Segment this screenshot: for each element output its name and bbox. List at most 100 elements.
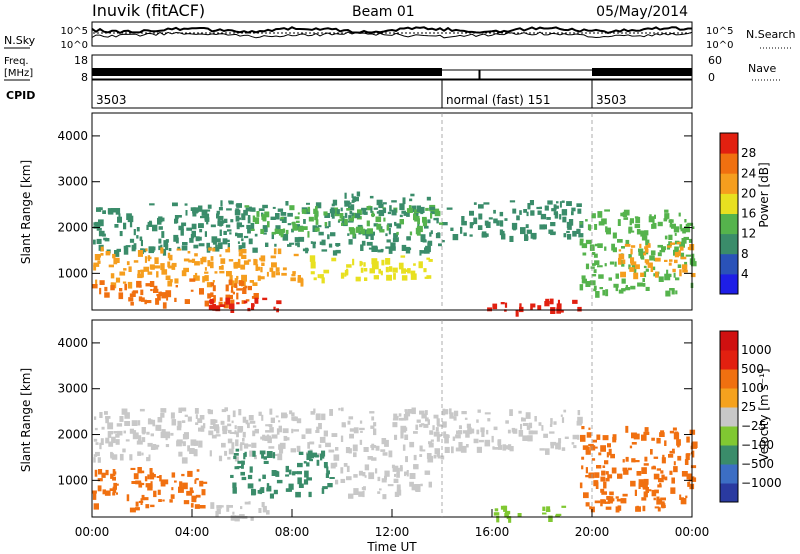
heatmap-cell xyxy=(113,431,119,434)
heatmap-cell xyxy=(657,244,663,248)
heatmap-cell xyxy=(669,259,673,262)
heatmap-cell xyxy=(386,239,391,243)
heatmap-cell xyxy=(243,235,249,239)
heatmap-cell xyxy=(241,476,247,481)
heatmap-cell xyxy=(381,438,387,445)
heatmap-cell xyxy=(461,216,465,222)
heatmap-cell xyxy=(295,242,299,246)
heatmap-cell xyxy=(297,471,302,475)
heatmap-cell xyxy=(290,448,296,453)
heatmap-cell xyxy=(232,410,236,418)
heatmap-cell xyxy=(184,299,190,304)
heatmap-cell xyxy=(402,444,406,451)
heatmap-cell xyxy=(100,246,104,251)
heatmap-cell xyxy=(315,430,320,433)
x-tick-label: 08:00 xyxy=(275,525,310,539)
heatmap-cell xyxy=(422,216,427,223)
heatmap-cell xyxy=(158,245,162,251)
heatmap-cell xyxy=(195,414,198,419)
heatmap-cell xyxy=(145,504,150,509)
heatmap-cell xyxy=(373,428,377,436)
heatmap-cell xyxy=(110,282,114,285)
heatmap-cell xyxy=(165,275,171,280)
y-tick-label: 2000 xyxy=(57,221,88,235)
heatmap-cell xyxy=(92,493,97,500)
heatmap-cell xyxy=(331,257,337,262)
heatmap-cell xyxy=(652,465,656,469)
heatmap-cell xyxy=(186,490,193,496)
heatmap-cell xyxy=(502,444,507,451)
freq-unit-label: [MHz] xyxy=(4,68,33,79)
heatmap-cell xyxy=(604,460,609,465)
heatmap-cell xyxy=(223,230,227,235)
heatmap-cell xyxy=(234,278,238,284)
heatmap-cell xyxy=(147,442,153,447)
heatmap-cell xyxy=(645,268,649,272)
heatmap-cell xyxy=(685,254,692,257)
heatmap-cell xyxy=(469,234,473,237)
heatmap-cell xyxy=(600,488,605,493)
heatmap-cell xyxy=(213,424,217,428)
heatmap-cell xyxy=(660,497,666,501)
heatmap-cell xyxy=(296,224,300,231)
heatmap-cell xyxy=(115,208,121,215)
heatmap-cell xyxy=(249,420,256,424)
heatmap-cell xyxy=(303,461,307,464)
heatmap-cell xyxy=(124,421,131,426)
heatmap-cell xyxy=(528,422,533,429)
heatmap-cell xyxy=(189,487,193,494)
heatmap-cell xyxy=(291,274,296,277)
heatmap-cell xyxy=(427,455,434,463)
heatmap-cell xyxy=(243,443,249,449)
heatmap-cell xyxy=(271,262,277,268)
heatmap-cell xyxy=(276,428,280,435)
nave-label: Nave xyxy=(748,62,776,75)
heatmap-cell xyxy=(226,271,232,277)
heatmap-cell xyxy=(243,300,248,304)
heatmap-cell xyxy=(114,224,119,228)
heatmap-cell xyxy=(347,233,350,236)
heatmap-cell xyxy=(340,435,344,442)
heatmap-cell xyxy=(526,211,529,217)
heatmap-cell xyxy=(599,287,603,290)
heatmap-cell xyxy=(277,248,282,255)
heatmap-cell xyxy=(374,261,379,268)
heatmap-cell xyxy=(394,473,397,477)
heatmap-cell xyxy=(176,248,182,251)
heatmap-cell xyxy=(153,446,159,450)
heatmap-cell xyxy=(266,510,270,515)
heatmap-cell xyxy=(622,259,626,264)
heatmap-cell xyxy=(630,285,636,290)
heatmap-cell xyxy=(314,227,320,232)
heatmap-cell xyxy=(282,267,287,271)
heatmap-cell xyxy=(465,431,470,438)
heatmap-cell xyxy=(137,451,142,456)
heatmap-cell xyxy=(585,263,590,270)
heatmap-cell xyxy=(100,438,104,445)
heatmap-cell xyxy=(165,431,171,439)
heatmap-cell xyxy=(605,289,609,297)
heatmap-cell xyxy=(436,418,440,425)
heatmap-cell xyxy=(266,483,270,489)
heatmap-cell xyxy=(656,468,661,471)
heatmap-cell xyxy=(232,291,235,295)
heatmap-cell xyxy=(175,218,179,224)
heatmap-cell xyxy=(306,453,311,460)
heatmap-cell xyxy=(355,213,361,219)
heatmap-cell xyxy=(174,297,177,302)
heatmap-cell xyxy=(138,296,143,302)
heatmap-cell xyxy=(267,437,272,444)
heatmap-cell xyxy=(221,409,227,413)
heatmap-cell xyxy=(145,248,148,252)
heatmap-cell xyxy=(193,440,198,446)
heatmap-cell xyxy=(263,460,269,464)
heatmap-cell xyxy=(234,209,241,216)
heatmap-cell xyxy=(253,258,257,266)
heatmap-cell xyxy=(425,417,429,422)
colorbar-swatch xyxy=(720,483,738,503)
heatmap-cell xyxy=(394,208,397,212)
heatmap-cell xyxy=(473,438,479,444)
heatmap-cell xyxy=(273,306,276,311)
heatmap-cell xyxy=(650,250,656,256)
